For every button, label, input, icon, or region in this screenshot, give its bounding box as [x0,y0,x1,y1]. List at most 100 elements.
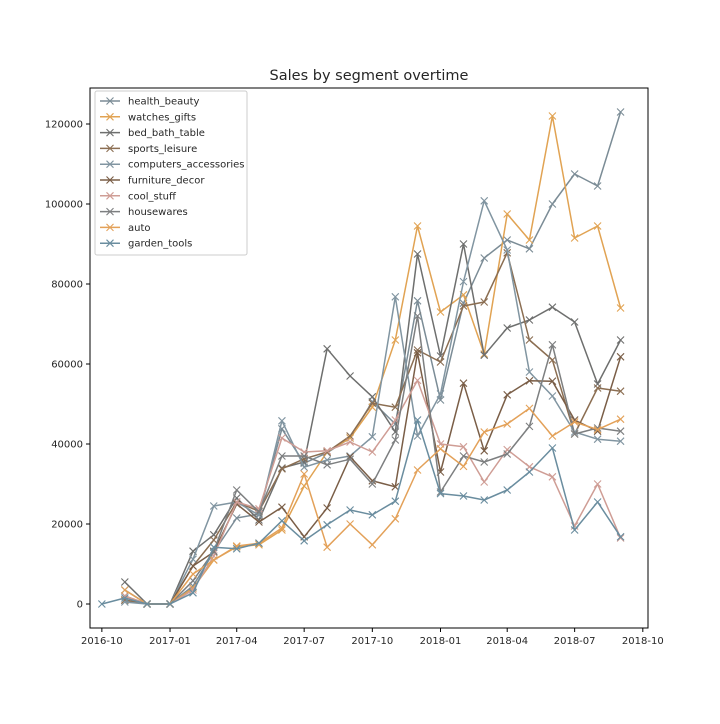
data-point [189,555,197,564]
data-point [480,496,489,504]
legend-label: bed_bath_table [128,128,205,139]
data-point [368,480,377,488]
data-point [436,358,445,366]
data-point [459,240,468,248]
x-tick-label: 2018-07 [554,636,596,647]
legend-label: health_beauty [128,97,200,108]
data-point [391,336,400,344]
data-point [459,492,468,500]
legend-label: watches_gifts [128,112,196,123]
data-point [300,470,309,478]
data-point [232,486,241,494]
data-point [459,379,468,388]
legend-entry: furniture_decor [100,176,205,187]
data-point [189,576,197,585]
data-point [278,526,286,534]
legend-label: furniture_decor [128,176,205,187]
data-point [480,351,489,360]
series-garden-tools [97,416,625,608]
series-layer [97,108,625,608]
data-point [255,511,263,520]
data-point [593,384,602,392]
data-point [525,422,534,431]
data-point [525,316,534,324]
y-tick-label: 120000 [45,120,83,131]
data-point [503,210,512,218]
legend-label: cool_stuff [128,191,177,202]
data-point [391,497,400,506]
y-axis: 0 20000 40000 60000 80000 100000 120000 [45,120,90,611]
data-point [480,458,489,466]
x-tick-label: 2017-01 [149,636,191,647]
data-point [525,468,534,476]
data-point [548,303,557,312]
data-point [278,503,286,512]
data-point [593,424,602,432]
data-point [503,246,512,254]
data-point [278,434,286,442]
data-point [459,452,468,460]
data-point [323,460,332,469]
data-point [97,600,106,608]
data-point [391,292,400,301]
data-point [436,352,445,360]
data-point [593,182,602,190]
data-point [300,463,309,472]
data-point [503,324,512,332]
data-point [391,482,400,491]
data-point [459,442,468,451]
data-point [436,308,445,316]
data-point [616,387,625,396]
data-point [616,534,625,542]
data-point [413,250,422,258]
data-point [548,432,557,440]
data-point [323,446,332,455]
legend-marker [106,112,114,121]
legend-marker [106,97,114,105]
data-point [503,420,512,428]
data-point [346,506,354,514]
data-point [300,536,309,545]
legend-label: auto [128,223,151,234]
legend-entry: auto [100,223,151,234]
data-point [278,464,286,473]
data-point [570,418,579,426]
data-point [480,196,489,205]
data-point [616,108,625,116]
data-point [593,480,602,488]
data-point [413,432,422,440]
y-tick-label: 40000 [51,440,83,451]
chart-title: Sales by segment overtime [270,68,469,84]
legend-marker [106,191,114,200]
data-point [413,416,422,424]
data-point [525,236,534,244]
x-tick-label: 2018-01 [420,636,462,647]
data-point [391,514,400,523]
data-point [120,586,129,594]
data-point [368,510,377,519]
data-point [232,544,241,553]
data-point [548,377,557,386]
data-point [459,302,468,310]
data-point [346,432,354,440]
y-tick-label: 60000 [51,360,83,371]
data-point [436,489,445,498]
legend-marker [106,128,114,137]
data-point [436,444,445,453]
x-tick-label: 2018-10 [622,636,664,647]
legend-marker [106,144,114,153]
legend: health_beauty watches_gifts bed_bath_table… [94,90,248,256]
data-point [346,520,354,528]
data-point [323,344,332,353]
data-point [593,498,602,506]
x-tick-label: 2017-10 [351,636,393,647]
data-point [209,502,218,510]
data-point [232,498,241,506]
data-point [255,508,263,516]
data-point [570,318,579,326]
data-point [570,170,579,178]
legend-marker [106,207,114,216]
data-point [189,570,197,578]
legend-marker [106,239,114,248]
